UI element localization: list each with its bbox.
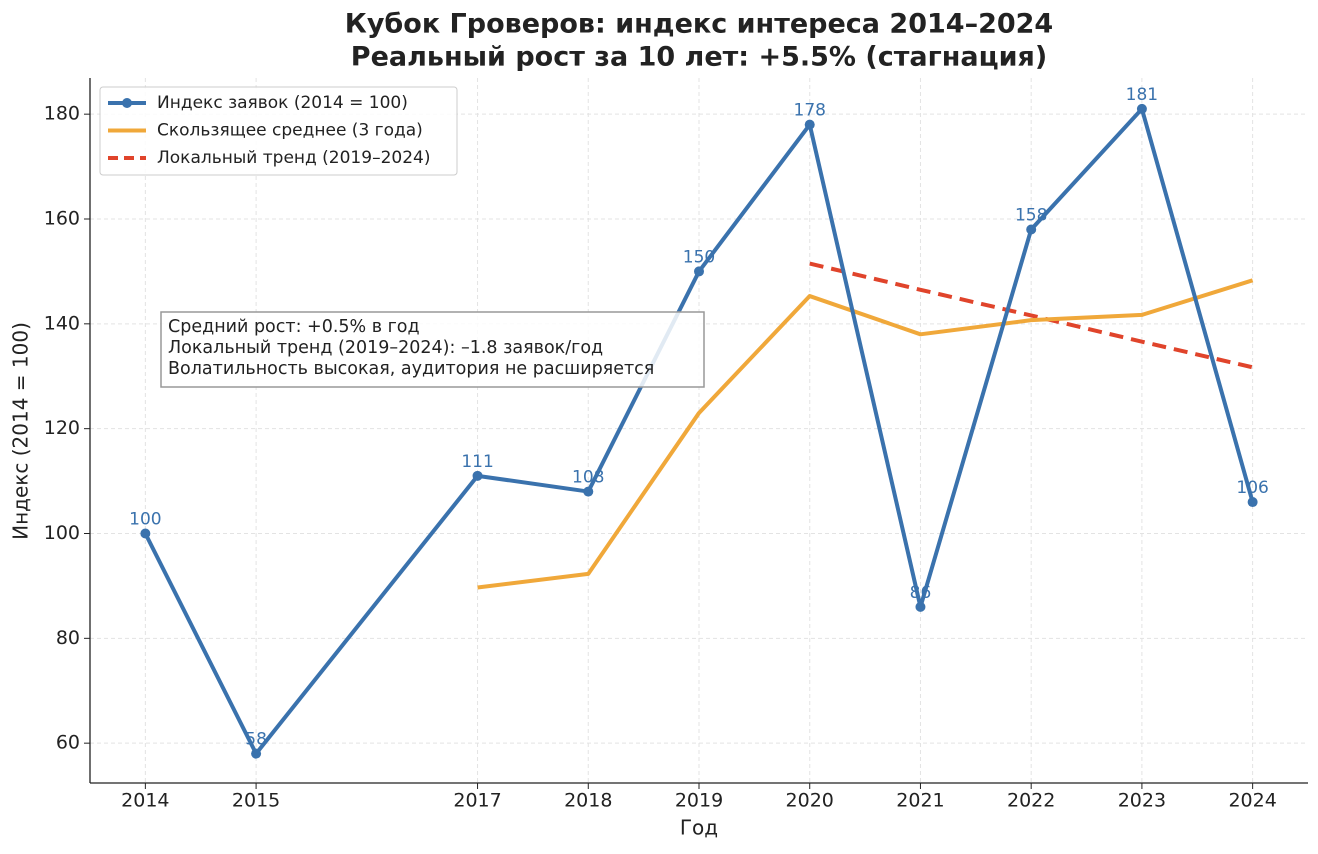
x-tick-label: 2017 <box>453 790 501 812</box>
y-axis-label: Индекс (2014 = 100) <box>9 322 33 540</box>
data-point <box>1026 224 1037 235</box>
annotation-text: Волатильность высокая, аудитория не расш… <box>168 359 654 379</box>
series-line <box>809 261 1254 370</box>
legend-label: Скользящее среднее (3 года) <box>157 121 423 141</box>
data-label: 181 <box>1126 85 1158 105</box>
x-tick-label: 2020 <box>786 790 834 812</box>
data-point <box>472 470 483 481</box>
y-tick-label: 80 <box>56 627 80 649</box>
x-tick-label: 2024 <box>1228 790 1276 812</box>
x-tick-label: 2023 <box>1118 790 1166 812</box>
data-label: 58 <box>245 730 267 750</box>
data-point <box>915 601 926 612</box>
x-tick-label: 2018 <box>564 790 612 812</box>
data-point <box>140 528 151 539</box>
series-line <box>477 278 1254 590</box>
data-point <box>583 486 594 497</box>
chart-title: Кубок Гроверов: индекс интереса 2014–202… <box>345 9 1053 40</box>
y-tick-label: 160 <box>44 208 80 230</box>
data-label: 108 <box>572 468 604 488</box>
annotation-text: Средний рост: +0.5% в год <box>168 317 420 337</box>
data-label: 158 <box>1015 205 1047 225</box>
y-tick-label: 140 <box>44 312 80 334</box>
data-point <box>1136 103 1147 114</box>
x-tick-label: 2015 <box>232 790 280 812</box>
data-point <box>694 266 704 277</box>
data-point <box>1247 497 1258 508</box>
legend-marker <box>122 98 132 108</box>
annotation-text: Локальный тренд (2019–2024): –1.8 заявок… <box>168 338 603 358</box>
data-point <box>804 119 815 130</box>
y-tick-label: 100 <box>44 522 80 544</box>
y-tick-label: 120 <box>44 417 80 439</box>
annotation-box <box>160 311 705 388</box>
legend-box <box>99 86 458 176</box>
legend-label: Индекс заявок (2014 = 100) <box>157 93 408 113</box>
x-axis-label: Год <box>680 816 718 840</box>
y-tick-label: 60 <box>56 732 80 754</box>
data-label: 100 <box>129 509 161 529</box>
x-tick-label: 2014 <box>121 790 169 812</box>
y-tick-label: 180 <box>44 103 80 125</box>
data-label: 106 <box>1236 478 1268 498</box>
data-point <box>251 748 262 759</box>
data-label: 86 <box>910 583 932 603</box>
series-line <box>143 106 1255 756</box>
legend-label: Локальный тренд (2019–2024) <box>157 148 430 168</box>
x-tick-label: 2022 <box>1007 790 1055 812</box>
x-tick-label: 2021 <box>896 790 944 812</box>
data-label: 111 <box>461 452 493 472</box>
x-tick-label: 2019 <box>675 790 723 812</box>
data-label: 150 <box>683 247 715 267</box>
data-label: 178 <box>794 101 826 121</box>
chart-subtitle: Реальный рост за 10 лет: +5.5% (стагнаци… <box>351 42 1047 73</box>
